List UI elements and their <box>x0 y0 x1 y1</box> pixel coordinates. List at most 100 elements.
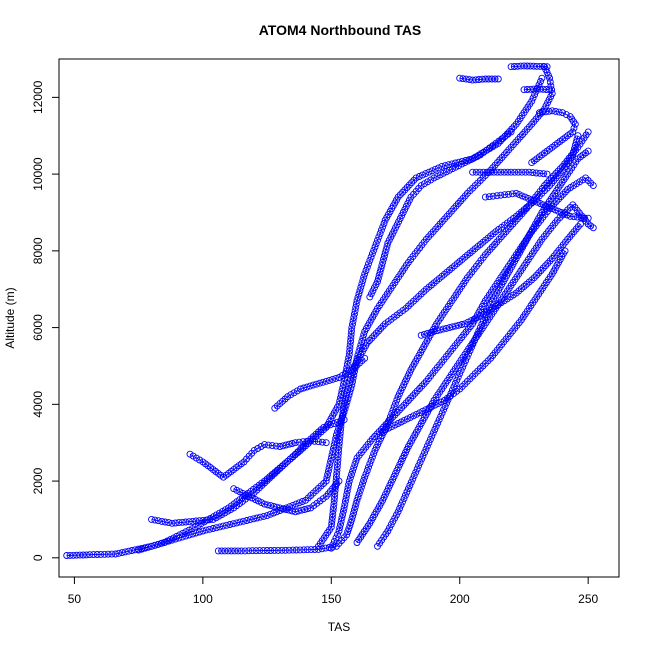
data-point <box>263 477 271 485</box>
data-point <box>340 406 347 414</box>
data-point <box>354 493 362 501</box>
data-point <box>420 330 428 338</box>
data-point <box>389 413 397 421</box>
data-point <box>322 439 330 447</box>
data-point <box>144 543 152 551</box>
data-point <box>326 461 334 469</box>
data-point <box>410 176 418 184</box>
data-point <box>540 170 547 178</box>
series <box>271 354 369 412</box>
data-point <box>401 491 409 499</box>
data-point <box>325 464 333 472</box>
data-point <box>206 516 214 524</box>
data-point <box>417 331 425 339</box>
data-point <box>425 168 433 176</box>
data-point <box>343 361 351 368</box>
data-point <box>303 437 311 445</box>
data-point <box>281 546 289 554</box>
data-point <box>546 257 554 265</box>
data-point <box>334 453 342 461</box>
data-point <box>312 487 320 495</box>
data-point <box>360 477 368 484</box>
data-point <box>356 486 364 494</box>
data-point <box>371 433 379 440</box>
data-point <box>358 280 366 288</box>
data-point <box>270 546 278 554</box>
data-point <box>322 377 330 385</box>
data-point <box>517 62 525 70</box>
data-point <box>234 547 242 555</box>
data-point <box>569 151 577 159</box>
data-point <box>514 168 522 176</box>
data-point <box>349 467 357 475</box>
data-point <box>357 483 365 491</box>
data-point <box>292 546 300 554</box>
data-point <box>118 549 126 557</box>
data-point <box>392 511 400 519</box>
data-point <box>79 551 87 559</box>
data-point <box>332 534 340 542</box>
data-point <box>278 546 286 554</box>
data-point <box>420 380 428 388</box>
data-point <box>373 430 381 438</box>
data-point <box>413 465 421 473</box>
data-point <box>343 491 351 498</box>
data-point <box>462 357 470 364</box>
data-point <box>584 128 592 136</box>
data-point <box>228 547 235 555</box>
data-point <box>402 399 410 407</box>
data-point <box>401 186 409 194</box>
data-point <box>537 267 545 274</box>
data-point <box>571 145 578 152</box>
data-point <box>337 422 345 430</box>
data-point <box>353 496 361 504</box>
data-point <box>345 480 353 488</box>
data-point <box>457 366 465 374</box>
data-point <box>347 375 355 383</box>
data-point <box>256 513 264 521</box>
data-point <box>264 441 272 449</box>
data-point <box>338 412 346 420</box>
x-axis-label: TAS <box>328 620 350 634</box>
data-point <box>352 300 360 308</box>
data-point <box>154 517 162 525</box>
data-point <box>151 516 159 524</box>
data-point <box>73 551 81 559</box>
data-point <box>572 138 580 146</box>
data-point <box>309 381 317 389</box>
data-point <box>455 321 463 329</box>
data-point <box>325 376 333 384</box>
data-point <box>327 523 335 531</box>
data-point <box>303 383 311 391</box>
data-point <box>307 437 315 445</box>
data-point <box>350 509 358 517</box>
data-point <box>372 329 380 337</box>
data-point <box>350 506 358 514</box>
data-point <box>354 293 362 301</box>
data-point <box>101 550 108 558</box>
data-point <box>456 74 464 82</box>
data-point <box>363 263 371 271</box>
data-point <box>418 455 426 463</box>
data-point <box>511 168 519 176</box>
data-point <box>289 453 297 461</box>
data-point <box>306 382 314 390</box>
data-point <box>381 249 389 257</box>
data-point <box>374 278 381 285</box>
series <box>379 247 569 435</box>
data-point <box>128 547 136 554</box>
data-point <box>399 498 406 506</box>
data-point <box>259 547 267 555</box>
data-point <box>393 396 401 404</box>
data-point <box>320 423 328 431</box>
data-point <box>322 477 330 485</box>
data-point <box>335 527 343 535</box>
chart-title: ATOM4 Northbound TAS <box>259 22 422 38</box>
data-point <box>329 507 337 515</box>
data-point <box>289 546 297 554</box>
data-point <box>347 519 355 526</box>
data-point <box>573 135 581 143</box>
data-point <box>301 506 309 513</box>
data-point <box>331 438 339 446</box>
data-point <box>377 425 385 433</box>
